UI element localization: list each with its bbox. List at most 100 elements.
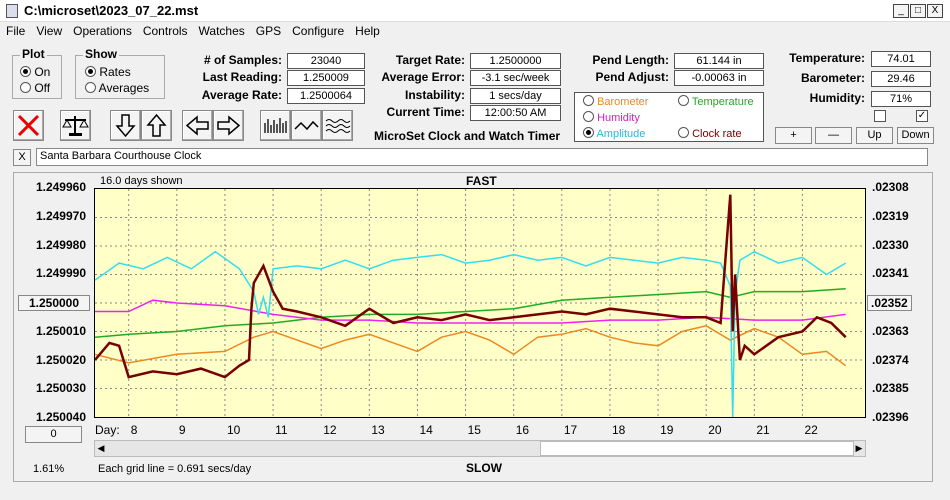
menu-configure[interactable]: Configure [292, 24, 345, 38]
bar-graph-icon [264, 118, 287, 133]
show-averages-radio[interactable] [85, 82, 96, 93]
right-tick-label: .02396 [872, 410, 909, 424]
plot-on-option[interactable]: On [20, 65, 50, 79]
x-tick-label: 14 [419, 423, 433, 437]
clock-rate-radio[interactable] [678, 127, 689, 138]
temperature-checkbox[interactable]: ✓ [916, 110, 928, 122]
menu-controls[interactable]: Controls [142, 24, 188, 38]
show-averages-label: Averages [98, 81, 150, 95]
arrow-right-icon [217, 115, 241, 136]
left-tick-label: 1.249960 [35, 180, 86, 194]
scrollbar-thumb[interactable] [540, 441, 854, 456]
humidity-field: 71% [871, 91, 931, 107]
clock-name-input[interactable]: Santa Barbara Courthouse Clock [36, 148, 928, 166]
amplitude-option[interactable]: Amplitude [583, 127, 645, 140]
scroll-right-arrow-icon[interactable]: ▶ [855, 443, 863, 453]
minimize-button[interactable]: _ [893, 4, 909, 18]
chart-plot-area [94, 188, 866, 418]
last-reading-field: 1.250009 [287, 70, 365, 86]
barometer-radio[interactable] [583, 95, 594, 106]
menu-bar: File View Operations Controls Watches GPS Conf… [0, 23, 950, 41]
scroll-left-arrow-icon[interactable]: ◀ [97, 443, 105, 453]
plot-off-option[interactable]: Off [20, 81, 50, 95]
menu-help[interactable]: Help [355, 24, 380, 38]
arrow-right-button[interactable] [213, 110, 244, 141]
right-tick-label: .02330 [872, 237, 909, 252]
percent-label: 1.61% [33, 463, 65, 475]
maximize-button[interactable]: □ [910, 4, 926, 18]
temperature-option[interactable]: Temperature [678, 95, 754, 108]
barometer-label: Barometer: [800, 71, 865, 85]
barometer-option-label: Barometer [597, 96, 649, 108]
x-tick-label: 18 [611, 423, 626, 437]
pend-length-label: Pend Length: [592, 53, 669, 67]
stop-button[interactable] [13, 110, 44, 141]
temperature-radio[interactable] [678, 95, 689, 106]
bars-view-button[interactable] [260, 110, 291, 141]
right-tick-label[interactable]: .02352 [867, 295, 912, 311]
minus-button[interactable]: — [815, 127, 852, 144]
right-tick-label: .02319 [872, 208, 909, 223]
menu-file[interactable]: File [6, 24, 26, 38]
x-tick-label: 22 [804, 423, 818, 437]
right-tick-label: .02385 [872, 381, 909, 396]
humidity-option[interactable]: Humidity [583, 111, 640, 124]
clock-rate-option[interactable]: Clock rate [678, 127, 742, 140]
balance-scale-icon [62, 116, 89, 136]
average-error-field: -3.1 sec/week [470, 70, 561, 86]
instability-field: 1 secs/day [470, 88, 561, 104]
wave-view-button[interactable] [322, 110, 353, 141]
arrow-up-icon [146, 113, 167, 137]
x-tick-label: 17 [563, 423, 578, 437]
arrow-up-button[interactable] [141, 110, 172, 141]
series-selector [574, 92, 764, 142]
plot-off-radio[interactable] [20, 82, 31, 93]
down-button[interactable]: Down [897, 127, 934, 144]
show-rates-option[interactable]: Rates [85, 65, 131, 79]
menu-operations[interactable]: Operations [73, 24, 132, 38]
menu-watches[interactable]: Watches [198, 24, 245, 38]
x-tick-label: 11 [275, 423, 288, 437]
left-tick-label: 1.250020 [35, 352, 86, 367]
series-humidity [95, 299, 846, 324]
arrow-down-button[interactable] [110, 110, 141, 141]
left-tick-label: 1.249970 [35, 208, 86, 223]
rate-chart [94, 189, 865, 418]
chart-frame [13, 172, 933, 482]
amplitude-radio[interactable] [583, 127, 594, 138]
temperature-option-label: Temperature [691, 96, 754, 108]
right-tick-label: .02374 [872, 352, 909, 367]
plus-button[interactable]: + [775, 127, 812, 144]
up-button[interactable]: Up [856, 127, 893, 144]
pend-adjust-field: -0.00063 in [674, 70, 764, 86]
red-x-icon [17, 114, 40, 137]
left-tick-label: 1.249980 [35, 237, 86, 252]
humidity-checkbox[interactable] [874, 110, 886, 122]
show-rates-radio[interactable] [85, 66, 96, 77]
amplitude-option-label: Amplitude [596, 128, 646, 140]
clear-name-button[interactable]: X [13, 149, 31, 166]
target-rate-label: Target Rate: [395, 53, 465, 67]
show-averages-option[interactable]: Averages [85, 81, 149, 95]
line-view-button[interactable] [291, 110, 322, 141]
menu-gps[interactable]: GPS [255, 24, 282, 38]
balance-button[interactable] [60, 110, 91, 141]
target-rate-field[interactable]: 1.2500000 [470, 53, 561, 69]
horizontal-scrollbar[interactable]: ▶ ◀ [94, 440, 866, 457]
x-tick-label: 9 [178, 423, 186, 437]
average-rate-field: 1.2500064 [287, 88, 365, 104]
barometer-option[interactable]: Barometer [583, 95, 648, 108]
humidity-radio[interactable] [583, 111, 594, 122]
x-tick-label: 20 [708, 423, 722, 437]
zero-button[interactable]: 0 [25, 426, 82, 443]
wave-lines-icon [325, 119, 351, 133]
left-tick-label[interactable]: 1.250000 [18, 295, 90, 311]
window-title: C:\microset\2023_07_22.mst [24, 3, 199, 18]
arrow-left-button[interactable] [182, 110, 213, 141]
pend-length-field: 61.144 in [674, 53, 764, 69]
menu-view[interactable]: View [36, 24, 63, 38]
close-button[interactable]: X [927, 4, 943, 18]
series-clock-rate [94, 194, 847, 379]
plot-on-radio[interactable] [20, 66, 31, 77]
line-graph-icon [294, 120, 319, 131]
